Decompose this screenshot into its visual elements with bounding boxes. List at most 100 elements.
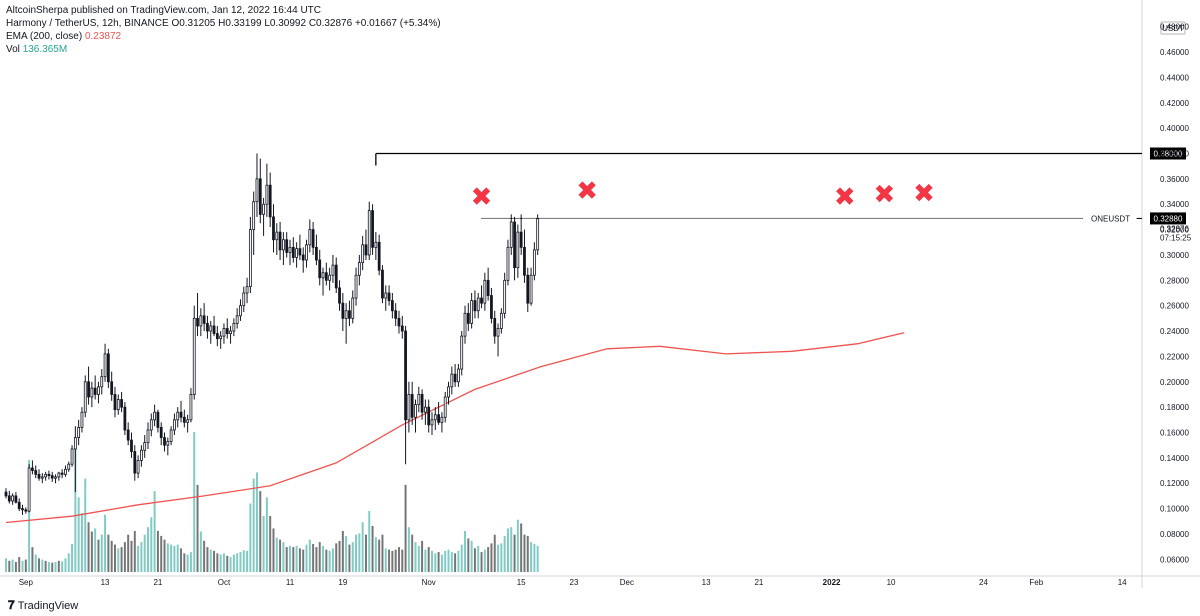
price-tag-level[interactable] — [1150, 212, 1186, 225]
time-tick-label: 13 — [101, 578, 110, 587]
candle-body — [133, 451, 137, 474]
volume-bar — [526, 535, 529, 572]
candle-body — [103, 353, 107, 378]
volume-bar — [44, 560, 47, 572]
volume-bar — [255, 472, 258, 572]
volume-bar — [137, 545, 140, 572]
candle-body — [110, 381, 114, 395]
ema-200-line — [5, 332, 905, 524]
symbol-text[interactable]: Harmony / TetherUS, 12h, BINANCE — [6, 18, 169, 29]
price-tick-label: 0.26000 — [1160, 302, 1189, 311]
volume-bar — [140, 542, 143, 572]
volume-bar — [147, 527, 149, 572]
candle-body — [199, 315, 203, 327]
candle-body — [47, 473, 51, 477]
price-tick-label: 0.46000 — [1160, 48, 1189, 57]
candle-body — [513, 221, 516, 269]
volume-bar — [117, 548, 120, 572]
volume-bar — [388, 549, 391, 572]
volume-bar — [193, 432, 196, 572]
price-tick-label: 0.20000 — [1160, 378, 1189, 387]
volume-value: 136.365M — [22, 44, 68, 55]
candle-body — [7, 495, 11, 502]
volume-bar — [176, 544, 179, 572]
candle-body — [149, 419, 153, 431]
candle-body — [331, 264, 335, 276]
volume-bar — [447, 549, 450, 572]
candle-body — [57, 472, 61, 478]
candle-body — [87, 381, 90, 398]
candle-body — [394, 310, 398, 319]
volume-bar — [180, 548, 183, 572]
ema-legend[interactable]: EMA (200, close) 0.23872 — [6, 31, 121, 43]
candle-body — [532, 249, 536, 276]
candle-body — [50, 475, 54, 479]
volume-legend[interactable]: Vol 136.365M — [6, 44, 67, 56]
price-tick-label: 0.16000 — [1160, 429, 1189, 438]
candle-body — [295, 248, 298, 258]
candle-body — [381, 269, 384, 299]
candle-body — [367, 210, 371, 256]
candle-body — [130, 439, 133, 452]
time-tick-label: 23 — [570, 578, 579, 587]
volume-bar — [150, 517, 153, 572]
time-axis[interactable]: Sep 13 21 Oct 11 19 Nov 15 23 Dec 13 21 2022 10 24 Feb 1… — [19, 578, 1127, 587]
volume-bar — [298, 548, 301, 572]
close-value: C0.32876 — [308, 18, 353, 29]
volume-bar — [28, 460, 31, 572]
volume-bar — [34, 554, 37, 572]
volume-bar — [219, 554, 222, 572]
candle-body — [44, 473, 48, 478]
price-tag-high[interactable] — [1150, 147, 1186, 160]
volume-bar — [421, 540, 424, 572]
candle-body — [324, 272, 328, 281]
volume-bar — [249, 503, 252, 572]
candle-body — [519, 231, 523, 248]
volume-bar — [272, 528, 275, 572]
volume-bar — [384, 548, 387, 572]
candle-body — [159, 427, 163, 438]
price-tick-label: 0.44000 — [1160, 73, 1189, 82]
candle-body — [140, 449, 143, 461]
candle-body — [457, 368, 460, 383]
change-value: +0.01667 (+5.34%) — [354, 18, 441, 29]
volume-bar — [533, 544, 536, 572]
currency-box[interactable] — [1160, 21, 1186, 35]
rejection-marker-icon: ✖ — [913, 179, 935, 209]
price-tick-label: 0.48000 — [1160, 23, 1189, 32]
candle-body — [222, 328, 226, 337]
volume-bar — [460, 544, 463, 572]
candle-body — [163, 437, 166, 446]
candle-body — [414, 404, 417, 418]
candle-body — [252, 201, 256, 230]
volume-bar — [431, 550, 433, 572]
volume-bar — [530, 542, 533, 572]
candle-body — [67, 463, 71, 470]
volume-bar — [490, 543, 493, 572]
volume-bar — [417, 545, 420, 572]
candle-body — [298, 248, 302, 256]
symbol-tag: ONEUSDT — [1091, 214, 1130, 223]
volume-bar — [80, 512, 83, 572]
volume-bar — [229, 557, 232, 572]
candle-body — [490, 295, 493, 319]
candle-body — [90, 387, 94, 398]
volume-label: Vol — [6, 44, 20, 55]
candle-body — [390, 300, 394, 312]
volume-bar — [24, 559, 27, 572]
volume-bar — [487, 547, 490, 572]
candle-body — [288, 246, 292, 253]
volume-bar — [513, 534, 516, 572]
candle-body — [219, 335, 223, 340]
price-tick-label: 0.38000 — [1160, 150, 1189, 159]
candle-body — [341, 302, 345, 319]
volume-bar — [222, 553, 225, 572]
price-tag-high-label: 0.38000 — [1154, 150, 1183, 159]
candle-body — [37, 473, 41, 479]
volume-bar — [252, 478, 255, 572]
volume-bar — [520, 523, 523, 572]
candle-body — [70, 448, 74, 465]
